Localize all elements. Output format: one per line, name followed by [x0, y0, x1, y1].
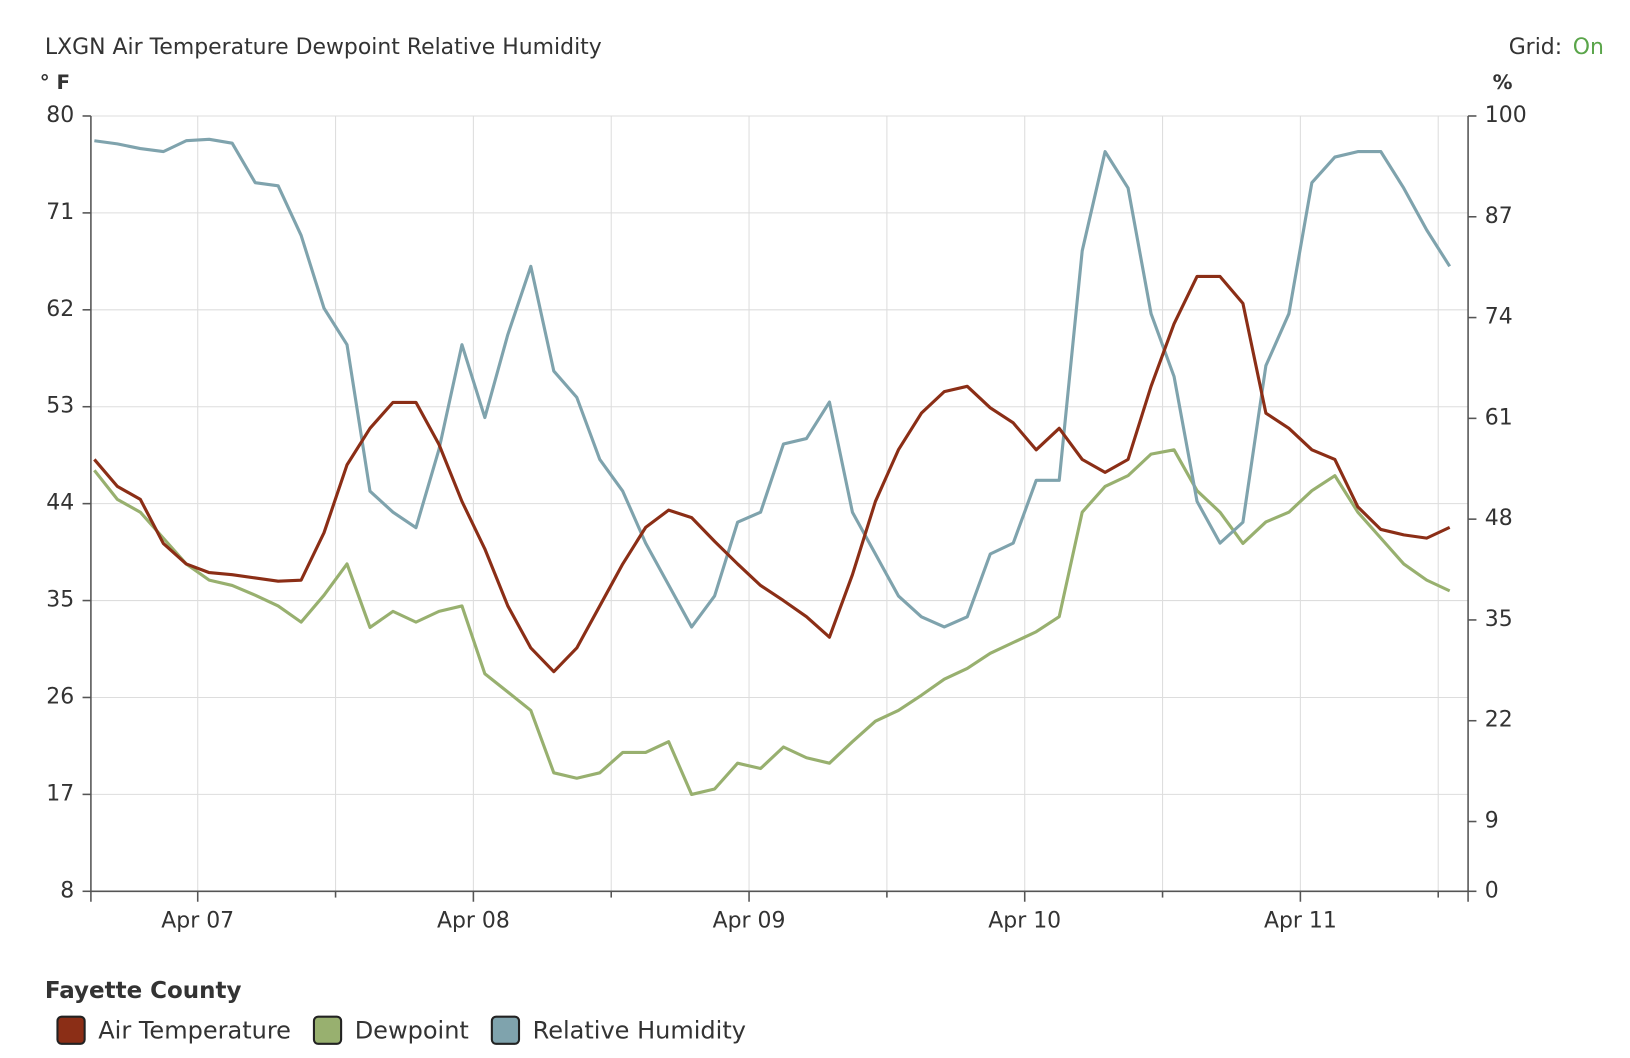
y-tick-label: 26	[46, 684, 74, 709]
chart-title: LXGN Air Temperature Dewpoint Relative H…	[45, 35, 602, 60]
y2-tick-label: 0	[1485, 878, 1499, 903]
y-axis-label: ° F	[40, 71, 70, 94]
series-line	[93, 274, 1451, 674]
y-tick-label: 62	[46, 297, 74, 322]
y-tick-label: 71	[46, 200, 74, 225]
y-tick-label: 17	[46, 781, 74, 806]
legend-title: Fayette County	[45, 978, 242, 1004]
y-tick-label: 8	[60, 878, 74, 903]
x-tick-label: Apr 09	[713, 909, 786, 934]
y-tick-label: 53	[46, 394, 74, 419]
grid-label: Grid:	[1509, 35, 1562, 60]
x-tick-label: Apr 10	[988, 909, 1061, 934]
x-tick-label: Apr 11	[1264, 909, 1337, 934]
series-line	[94, 137, 1452, 629]
y-tick-label: 35	[46, 588, 74, 613]
y2-tick-label: 61	[1485, 405, 1513, 430]
y2-tick-label: 87	[1485, 204, 1513, 229]
y2-axis-label: %	[1493, 71, 1513, 94]
y2-tick-label: 35	[1485, 607, 1513, 632]
legend-swatch	[56, 1015, 86, 1045]
legend-swatch	[490, 1015, 521, 1045]
x-tick-label: Apr 08	[437, 909, 510, 934]
y2-tick-label: 74	[1485, 305, 1513, 330]
y2-tick-label: 22	[1485, 708, 1513, 733]
grid-toggle[interactable]: On	[1573, 35, 1604, 60]
y-tick-label: 44	[46, 491, 74, 516]
legend-swatch	[312, 1015, 343, 1045]
y-tick-label: 80	[46, 103, 74, 128]
legend-label: Air Temperature	[98, 1016, 291, 1044]
legend-label: Dewpoint	[355, 1016, 469, 1044]
y2-tick-label: 100	[1485, 103, 1527, 128]
y2-tick-label: 9	[1485, 809, 1499, 834]
y2-tick-label: 48	[1485, 506, 1513, 531]
series-line	[93, 448, 1451, 797]
x-tick-label: Apr 07	[161, 909, 234, 934]
legend-label: Relative Humidity	[533, 1016, 746, 1044]
